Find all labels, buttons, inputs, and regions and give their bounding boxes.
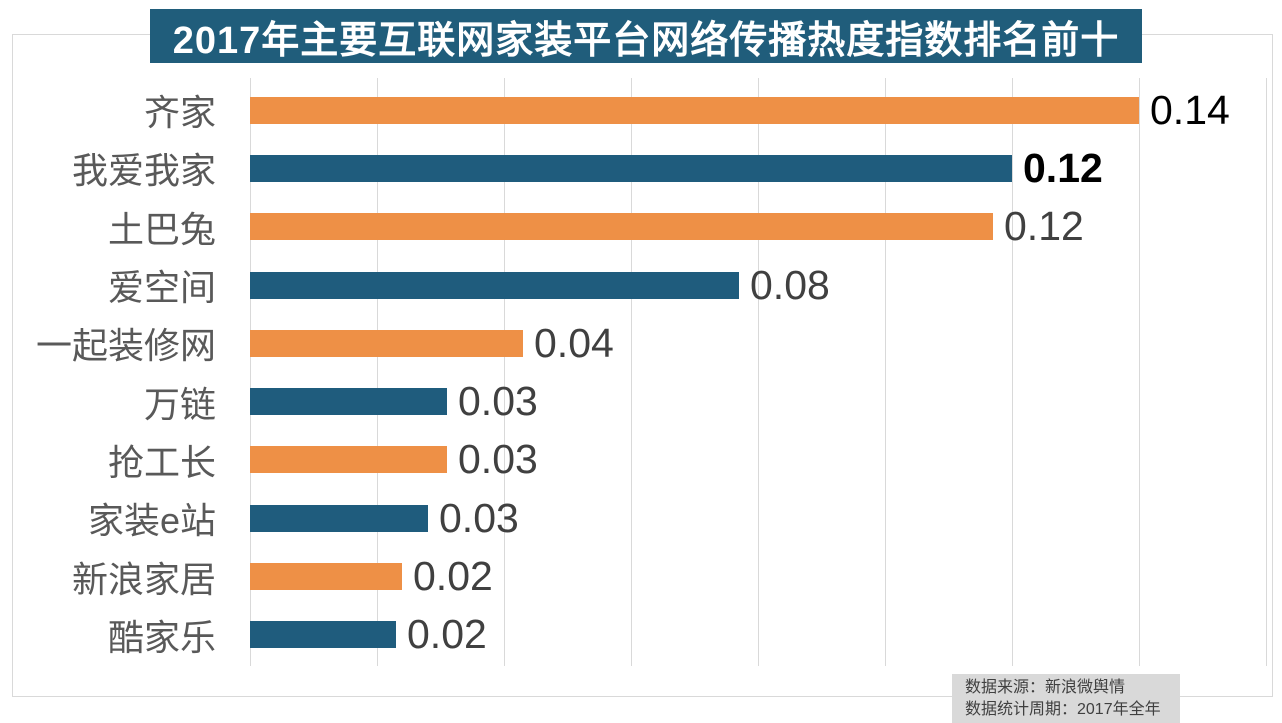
- bar-row: 家装e站 0.03: [0, 489, 1282, 547]
- bar: [250, 563, 402, 591]
- category-label: 一起装修网: [35, 325, 216, 367]
- value-label: 0.12: [1023, 144, 1103, 191]
- bar: [250, 504, 428, 532]
- bar: [250, 154, 1012, 182]
- bar: [250, 271, 739, 299]
- category-label: 我爱我家: [71, 150, 216, 192]
- bar-row: 我爱我家 0.12: [0, 139, 1282, 197]
- gridline: [758, 78, 759, 666]
- value-label: 0.12: [1004, 203, 1084, 250]
- bar: [250, 621, 396, 649]
- bar-row: 齐家 0.14: [0, 81, 1282, 139]
- value-label: 0.14: [1150, 86, 1230, 133]
- chart-title-banner: 2017年主要互联网家装平台网络传播热度指数排名前十: [150, 9, 1142, 63]
- bar: [250, 329, 523, 357]
- bar-row: 抢工长 0.03: [0, 431, 1282, 489]
- value-label: 0.02: [413, 553, 493, 600]
- category-label: 万链: [143, 383, 216, 425]
- category-label: 酷家乐: [107, 616, 216, 658]
- bar: [250, 213, 993, 241]
- gridline: [885, 78, 886, 666]
- gridline: [1012, 78, 1013, 666]
- bar-row: 一起装修网 0.04: [0, 314, 1282, 372]
- gridline: [377, 78, 378, 666]
- value-label: 0.03: [439, 494, 519, 541]
- value-label: 0.03: [458, 378, 538, 425]
- bar-row: 新浪家居 0.02: [0, 547, 1282, 605]
- category-label: 家装e站: [87, 500, 216, 542]
- gridline: [631, 78, 632, 666]
- category-label: 土巴兔: [107, 208, 216, 250]
- bar: [250, 96, 1139, 124]
- category-label: 齐家: [143, 92, 216, 134]
- value-label: 0.02: [407, 611, 487, 658]
- gridline: [504, 78, 505, 666]
- category-label: 抢工长: [107, 441, 216, 483]
- source-box: 数据来源：新浪微舆情 数据统计周期：2017年全年: [952, 674, 1180, 723]
- bar: [250, 388, 447, 416]
- value-label: 0.04: [534, 319, 614, 366]
- source-line-period: 数据统计周期：2017年全年: [965, 701, 1161, 718]
- bar-row: 爱空间 0.08: [0, 256, 1282, 314]
- source-line-origin: 数据来源：新浪微舆情: [965, 679, 1126, 696]
- bar: [250, 446, 447, 474]
- bar-row: 酷家乐 0.02: [0, 606, 1282, 664]
- value-label: 0.03: [458, 436, 538, 483]
- chart-frame: [12, 34, 1273, 697]
- category-label: 新浪家居: [71, 558, 216, 600]
- value-label: 0.08: [750, 261, 830, 308]
- gridline: [1139, 78, 1140, 666]
- bar-row: 土巴兔 0.12: [0, 198, 1282, 256]
- chart-title: 2017年主要互联网家装平台网络传播热度指数排名前十: [172, 19, 1120, 62]
- bar-row: 万链 0.03: [0, 373, 1282, 431]
- category-label: 爱空间: [107, 267, 216, 309]
- gridline: [1266, 78, 1267, 666]
- axis-line: [250, 78, 251, 666]
